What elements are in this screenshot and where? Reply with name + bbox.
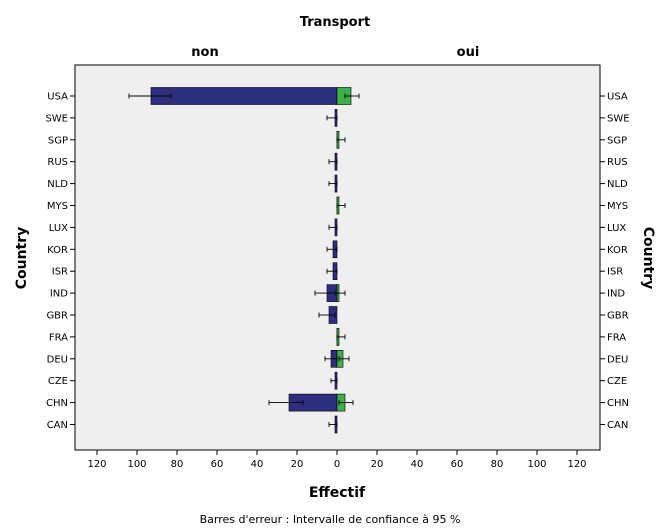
x-axis-title: Effectif [309, 485, 366, 501]
x-tick-label: 20 [371, 459, 384, 470]
y-tick-label-right: ISR [607, 267, 623, 278]
y-tick-label-right: CZE [607, 376, 627, 387]
y-tick-label-left: MYS [47, 201, 68, 212]
y-tick-label-left: NLD [47, 179, 68, 190]
y-axis-ticks: USA USA SWE SWE SGP SGP RUS RUS NLD NLD MYS MYS LUX L… [45, 92, 629, 432]
x-tick-label: 0 [334, 459, 340, 470]
x-tick-label: 100 [527, 459, 546, 470]
x-tick-label: 40 [251, 459, 264, 470]
x-tick-label: 40 [411, 459, 424, 470]
y-tick-label-right: LUX [607, 223, 626, 234]
x-tick-label: 100 [127, 459, 146, 470]
x-tick-label: 80 [171, 459, 184, 470]
y-tick-label-left: IND [50, 289, 68, 300]
y-tick-label-right: GBR [607, 311, 629, 322]
y-tick-label-left: LUX [49, 223, 68, 234]
x-tick-label: 60 [211, 459, 224, 470]
footnote: Barres d'erreur : Intervalle de confianc… [200, 513, 461, 526]
y-tick-label-left: SWE [45, 113, 68, 124]
y-tick-label-right: RUS [607, 157, 628, 168]
y-tick-label-left: RUS [47, 157, 68, 168]
y-tick-label-right: CHN [607, 398, 629, 409]
y-tick-label-right: IND [607, 289, 625, 300]
y-tick-label-left: KOR [47, 245, 68, 256]
y-tick-label-left: GBR [46, 311, 68, 322]
y-tick-label-left: CAN [47, 420, 68, 431]
y-tick-label-left: CZE [48, 376, 68, 387]
y-axis-title-right: Country [640, 227, 656, 290]
x-tick-label: 120 [567, 459, 586, 470]
x-tick-label: 120 [87, 459, 106, 470]
y-tick-label-left: FRA [49, 332, 68, 343]
y-tick-label-right: NLD [607, 179, 628, 190]
x-axis-ticks: 120 100 80 60 40 20 0 20 40 60 80 100 120 [87, 450, 587, 470]
x-tick-label: 60 [451, 459, 464, 470]
x-tick-label: 80 [491, 459, 504, 470]
plot-area [74, 64, 601, 451]
y-tick-label-right: DEU [607, 354, 628, 365]
y-tick-label-right: MYS [607, 201, 628, 212]
x-tick-label: 20 [291, 459, 304, 470]
y-tick-label-left: USA [47, 92, 68, 103]
y-tick-label-left: SGP [48, 135, 68, 146]
panel-label-oui: oui [457, 45, 480, 60]
y-tick-label-left: CHN [46, 398, 68, 409]
y-tick-label-right: CAN [607, 420, 628, 431]
y-tick-label-right: KOR [607, 245, 628, 256]
error-bars-layer [128, 93, 360, 427]
y-tick-label-left: DEU [47, 354, 68, 365]
y-tick-label-left: ISR [52, 267, 68, 278]
y-tick-label-right: SWE [607, 113, 630, 124]
bar-non [150, 87, 338, 105]
chart-title: Transport [300, 15, 370, 30]
panel-label-non: non [191, 45, 218, 60]
y-tick-label-right: USA [607, 92, 628, 103]
y-tick-label-right: FRA [607, 332, 626, 343]
y-axis-title-left: Country [14, 227, 30, 290]
y-tick-label-right: SGP [607, 135, 627, 146]
